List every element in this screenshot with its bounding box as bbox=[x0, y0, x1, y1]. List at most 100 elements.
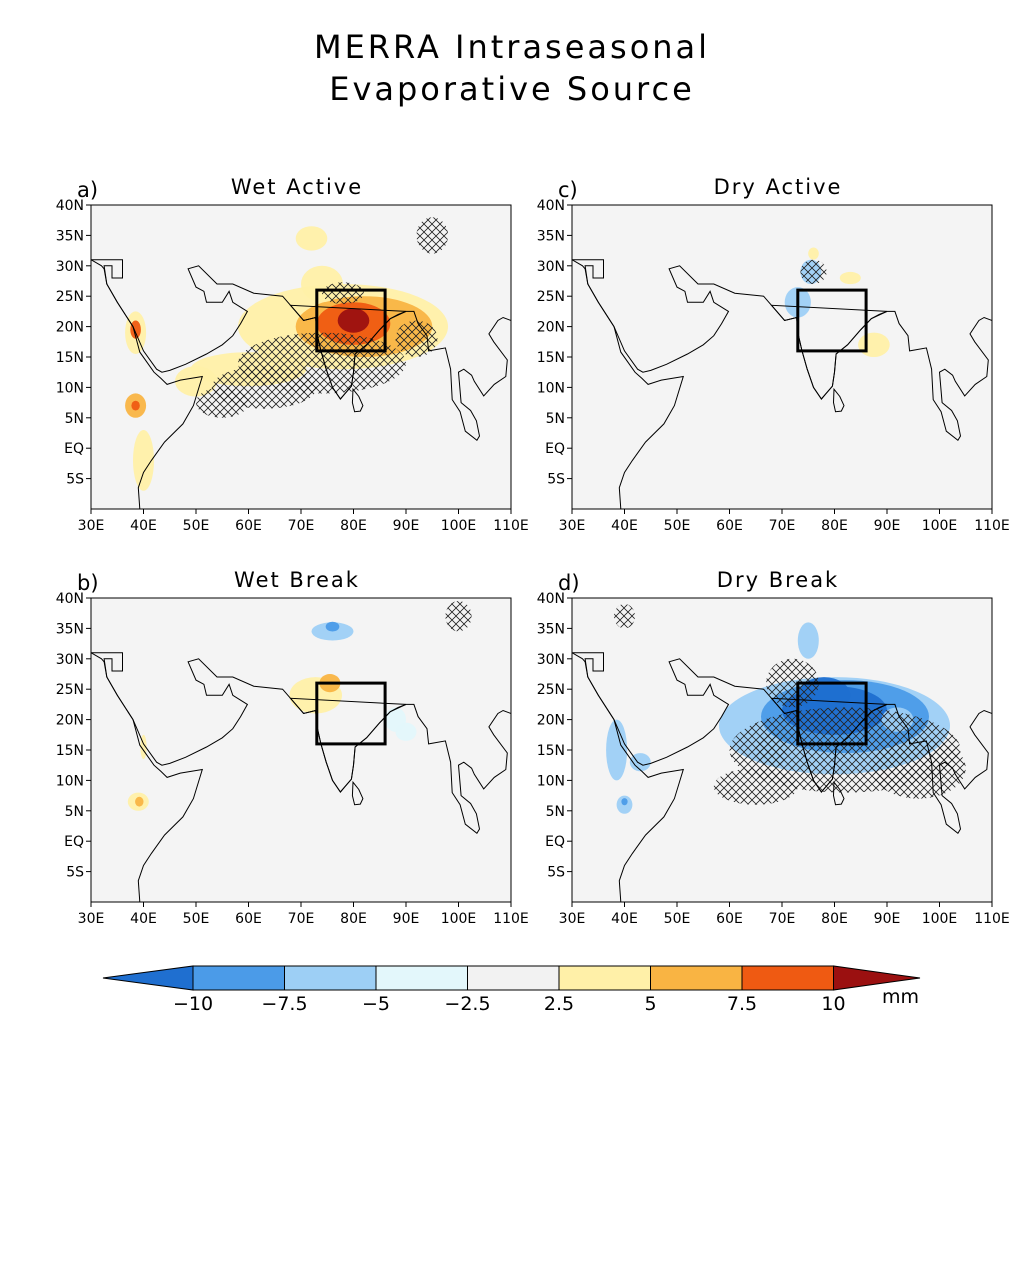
coastline bbox=[832, 387, 845, 413]
lat-label: 15N bbox=[537, 350, 565, 366]
colorbar-segment bbox=[741, 965, 834, 991]
panel-letter: d) bbox=[558, 571, 580, 595]
colorbar-tick-label: −2.5 bbox=[444, 993, 490, 1015]
lon-label: 70E bbox=[769, 518, 796, 534]
colorbar-low-arrow bbox=[102, 965, 194, 991]
lat-label: 25N bbox=[56, 289, 84, 305]
field-shading bbox=[131, 400, 140, 411]
lat-label: 15N bbox=[56, 350, 84, 366]
lat-label: 40N bbox=[537, 591, 565, 607]
lat-label: 35N bbox=[56, 228, 84, 244]
lon-label: 90E bbox=[874, 518, 901, 534]
lat-label: EQ bbox=[64, 441, 84, 457]
lon-label: 30E bbox=[559, 518, 586, 534]
significance-hatching bbox=[196, 387, 249, 418]
field-shading bbox=[133, 430, 154, 491]
lon-label: 40E bbox=[130, 518, 157, 534]
field-shading bbox=[130, 320, 141, 339]
lat-label: 40N bbox=[56, 198, 84, 214]
colorbar-unit: mm bbox=[882, 986, 919, 1008]
field-shading bbox=[606, 719, 628, 781]
coastline bbox=[572, 652, 685, 902]
field-shading bbox=[629, 753, 651, 772]
lon-label: 30E bbox=[78, 911, 105, 927]
significance-hatching bbox=[416, 217, 449, 254]
lon-label: 50E bbox=[183, 911, 210, 927]
region-box bbox=[315, 288, 387, 353]
lat-label: 40N bbox=[56, 591, 84, 607]
lat-label: 35N bbox=[537, 621, 565, 637]
lat-label: 5N bbox=[65, 804, 84, 820]
coastline bbox=[351, 387, 364, 413]
lon-label: 90E bbox=[393, 911, 420, 927]
colorbar-tick-label: −7.5 bbox=[261, 993, 307, 1015]
lon-label: 50E bbox=[183, 518, 210, 534]
lon-label: 80E bbox=[821, 518, 848, 534]
lon-label: 110E bbox=[974, 518, 1010, 534]
significance-hatching bbox=[322, 282, 364, 305]
lat-label: 5N bbox=[546, 411, 565, 427]
coastline bbox=[91, 652, 204, 902]
coastline bbox=[91, 259, 204, 509]
lat-label: 20N bbox=[537, 320, 565, 336]
field-shading bbox=[858, 332, 890, 357]
figure-title-line-1: MERRA Intraseasonal bbox=[313, 28, 711, 66]
coastline bbox=[572, 259, 685, 509]
lon-label: 80E bbox=[821, 911, 848, 927]
lat-label: 10N bbox=[56, 380, 84, 396]
panel-title: Dry Active bbox=[714, 175, 843, 199]
lon-label: 30E bbox=[559, 911, 586, 927]
significance-hatching bbox=[800, 259, 827, 285]
lon-label: 70E bbox=[769, 911, 796, 927]
region-box bbox=[796, 288, 868, 353]
field-shading bbox=[175, 366, 217, 397]
field-shading bbox=[385, 707, 406, 732]
lat-label: 35N bbox=[537, 228, 565, 244]
colorbar-tick-label: −5 bbox=[362, 993, 390, 1015]
lat-label: 10N bbox=[537, 380, 565, 396]
colorbar-segment bbox=[375, 965, 468, 991]
lat-label: 5S bbox=[547, 472, 565, 488]
lat-label: 30N bbox=[537, 259, 565, 275]
field-shading bbox=[135, 796, 144, 807]
lat-label: 10N bbox=[56, 773, 84, 789]
lat-label: 10N bbox=[537, 773, 565, 789]
lon-label: 60E bbox=[716, 518, 743, 534]
field-shading bbox=[808, 247, 819, 260]
coastline bbox=[832, 780, 845, 806]
lon-label: 100E bbox=[441, 518, 477, 534]
field-shading bbox=[797, 622, 819, 659]
colorbar-tick-label: 7.5 bbox=[727, 993, 757, 1015]
colorbar-segment bbox=[284, 965, 377, 991]
lat-label: 5S bbox=[66, 472, 84, 488]
lon-label: 110E bbox=[493, 518, 529, 534]
panel-letter: b) bbox=[77, 571, 99, 595]
colorbar-segment bbox=[650, 965, 743, 991]
figure-title-line-2: Evaporative Source bbox=[329, 70, 695, 108]
lon-label: 100E bbox=[922, 911, 958, 927]
panel-letter: c) bbox=[558, 178, 578, 202]
colorbar-high-arrow bbox=[833, 965, 921, 991]
lat-label: 25N bbox=[537, 682, 565, 698]
lat-label: 5N bbox=[65, 411, 84, 427]
field-shading bbox=[839, 271, 861, 285]
colorbar-tick-label: 2.5 bbox=[544, 993, 574, 1015]
map-panel-c: 40N 35N 30N 25N 20N 15N 10N 5N EQ 5S 30E 40E 50E 60E 7… bbox=[537, 175, 1010, 534]
lon-label: 80E bbox=[340, 911, 367, 927]
lon-label: 110E bbox=[974, 911, 1010, 927]
lat-label: 30N bbox=[56, 652, 84, 668]
lon-label: 80E bbox=[340, 518, 367, 534]
colorbar-tick-label: 10 bbox=[821, 993, 845, 1015]
lon-label: 70E bbox=[288, 518, 315, 534]
lon-label: 50E bbox=[664, 518, 691, 534]
significance-hatching bbox=[871, 737, 966, 799]
significance-hatching bbox=[755, 731, 788, 769]
lon-label: 100E bbox=[922, 518, 958, 534]
map-background bbox=[91, 598, 511, 902]
lat-label: 35N bbox=[56, 621, 84, 637]
lon-label: 50E bbox=[664, 911, 691, 927]
colorbar-segment bbox=[558, 965, 651, 991]
colorbar-segment bbox=[192, 965, 285, 991]
lat-label: 5S bbox=[547, 865, 565, 881]
